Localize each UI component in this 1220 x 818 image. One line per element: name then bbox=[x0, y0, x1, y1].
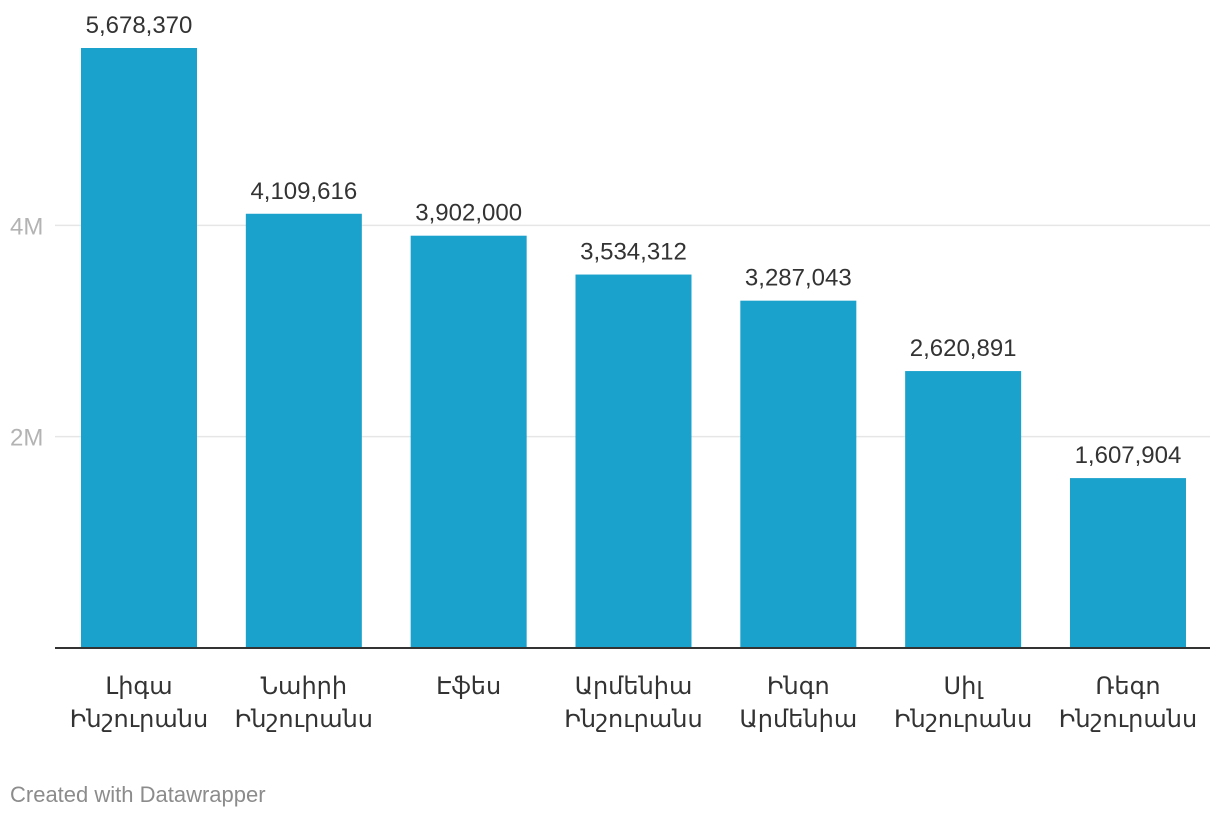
category-label: Ինշուրանս bbox=[1059, 706, 1197, 733]
category-label: Նաիրի bbox=[261, 673, 348, 700]
bar-value-label: 3,287,043 bbox=[745, 265, 852, 292]
bar bbox=[1069, 478, 1186, 648]
bar-value-label: 3,902,000 bbox=[415, 200, 522, 227]
category-label: Էֆես bbox=[436, 673, 501, 700]
bar bbox=[245, 213, 362, 648]
bar bbox=[575, 274, 692, 648]
category-label: Արմենիա bbox=[739, 706, 857, 733]
bar bbox=[905, 371, 1022, 648]
bar bbox=[410, 235, 527, 648]
y-tick-label: 2M bbox=[10, 425, 43, 452]
bars bbox=[81, 48, 1186, 648]
bar bbox=[81, 48, 197, 648]
category-label: Արմենիա bbox=[575, 673, 693, 700]
bar bbox=[740, 300, 857, 648]
bar-value-label: 3,534,312 bbox=[580, 239, 687, 266]
y-tick-label: 4M bbox=[10, 213, 43, 240]
category-label: Լիգա bbox=[105, 673, 172, 700]
bar-value-label: 5,678,370 bbox=[86, 12, 193, 39]
value-labels: 5,678,370 4,109,616 3,902,000 3,534,312 3,28… bbox=[86, 12, 1182, 469]
bar-value-label: 1,607,904 bbox=[1075, 442, 1182, 469]
category-labels: Լիգա Ինշուրանս Նաիրի Ինշուրանս Էֆես Արմենիա Ին… bbox=[70, 673, 1197, 733]
category-label: Ինշուրանս bbox=[894, 706, 1032, 733]
category-label: Ինգո bbox=[767, 673, 830, 700]
category-label: Սիլ bbox=[944, 673, 985, 700]
category-label: Ռեգո bbox=[1095, 673, 1160, 700]
category-label: Ինշուրանս bbox=[235, 706, 373, 733]
bar-value-label: 4,109,616 bbox=[250, 178, 357, 205]
bar-chart: 2M 4M 5,678,370 4,109,616 3,902,000 3,534,31… bbox=[10, 12, 1210, 733]
category-label: Ինշուրանս bbox=[70, 706, 208, 733]
bar-value-label: 2,620,891 bbox=[910, 335, 1017, 362]
category-label: Ինշուրանս bbox=[564, 706, 702, 733]
credit-text: Created with Datawrapper bbox=[10, 782, 266, 807]
